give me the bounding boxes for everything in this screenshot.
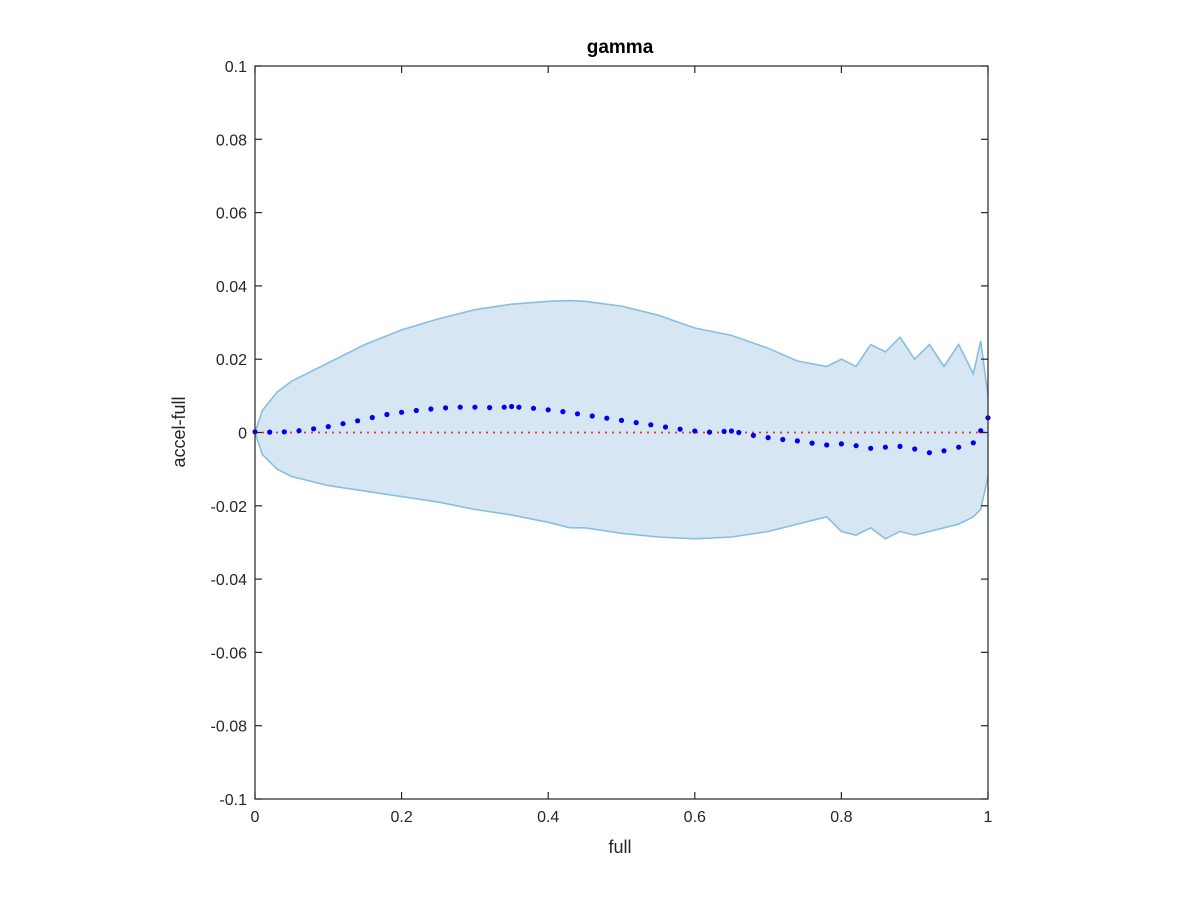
x-tick-label: 0 bbox=[251, 809, 260, 826]
x-tick-label: 0.4 bbox=[537, 809, 559, 826]
y-axis-label: accel-full bbox=[169, 396, 189, 467]
x-tick-label: 0.8 bbox=[830, 809, 852, 826]
data-point bbox=[941, 448, 947, 454]
data-point bbox=[369, 414, 375, 421]
x-tick-label: 0.6 bbox=[684, 809, 706, 826]
data-point bbox=[501, 404, 507, 410]
data-point bbox=[662, 424, 669, 430]
data-point bbox=[765, 435, 771, 441]
data-point bbox=[633, 420, 639, 426]
data-point bbox=[736, 429, 742, 436]
data-point bbox=[530, 405, 537, 411]
data-point bbox=[794, 438, 801, 444]
data-point bbox=[340, 421, 346, 427]
data-point bbox=[355, 418, 361, 424]
data-point bbox=[897, 443, 903, 449]
y-tick-label: -0.02 bbox=[211, 499, 248, 516]
data-point bbox=[838, 441, 845, 447]
chart-title: gamma bbox=[587, 37, 654, 58]
y-tick-label: -0.04 bbox=[211, 572, 248, 589]
data-point bbox=[399, 409, 405, 415]
band-lower-edge bbox=[254, 432, 989, 540]
data-point bbox=[824, 442, 830, 448]
data-point bbox=[428, 406, 434, 412]
data-point bbox=[780, 436, 786, 443]
data-point bbox=[926, 450, 933, 456]
y-tick-label: 0.08 bbox=[216, 132, 247, 149]
data-point bbox=[956, 444, 962, 450]
data-point bbox=[728, 428, 735, 434]
y-tick-label: 0.02 bbox=[216, 352, 247, 369]
data-point bbox=[267, 429, 273, 435]
band-upper-edge bbox=[254, 299, 989, 433]
data-point bbox=[545, 407, 551, 413]
data-point bbox=[574, 411, 581, 417]
data-point bbox=[325, 424, 331, 430]
data-point bbox=[677, 426, 683, 432]
data-point bbox=[589, 413, 595, 419]
data-point bbox=[721, 428, 727, 434]
data-point bbox=[868, 445, 874, 451]
data-point bbox=[296, 428, 302, 434]
y-tick-label: 0.1 bbox=[225, 59, 247, 76]
y-tick-label: -0.06 bbox=[211, 645, 248, 662]
data-point bbox=[853, 443, 859, 449]
data-point bbox=[604, 415, 610, 421]
data-point bbox=[281, 429, 287, 435]
data-point bbox=[516, 404, 522, 410]
data-point bbox=[487, 405, 493, 411]
data-point bbox=[882, 444, 889, 450]
data-point bbox=[443, 405, 449, 411]
y-tick-label: 0.06 bbox=[216, 206, 247, 223]
y-ticks: -0.1 -0.08 -0.06 -0.04 -0.02 0 0.02 0.04 0.06 0.0… bbox=[211, 59, 988, 809]
x-axis-label: full bbox=[608, 837, 631, 857]
data-point bbox=[809, 440, 815, 446]
data-point bbox=[618, 417, 625, 423]
data-point bbox=[413, 407, 419, 414]
data-point bbox=[692, 428, 698, 434]
data-point bbox=[472, 404, 478, 410]
data-point bbox=[706, 429, 713, 435]
data-point bbox=[311, 426, 317, 432]
data-point bbox=[384, 411, 390, 418]
x-ticks: 0 0.2 0.4 0.6 0.8 1 bbox=[251, 66, 993, 826]
y-tick-label: -0.08 bbox=[211, 719, 248, 736]
x-tick-label: 0.2 bbox=[390, 809, 412, 826]
data-point bbox=[560, 409, 566, 415]
data-point bbox=[457, 404, 463, 410]
y-tick-label: 0 bbox=[238, 426, 247, 443]
data-point bbox=[912, 446, 918, 452]
y-tick-label: -0.1 bbox=[219, 792, 247, 809]
data-point bbox=[750, 432, 757, 438]
data-point bbox=[509, 403, 515, 410]
y-tick-label: 0.04 bbox=[216, 279, 247, 296]
data-point bbox=[648, 422, 654, 428]
data-point bbox=[970, 440, 976, 446]
x-tick-label: 1 bbox=[984, 809, 993, 826]
